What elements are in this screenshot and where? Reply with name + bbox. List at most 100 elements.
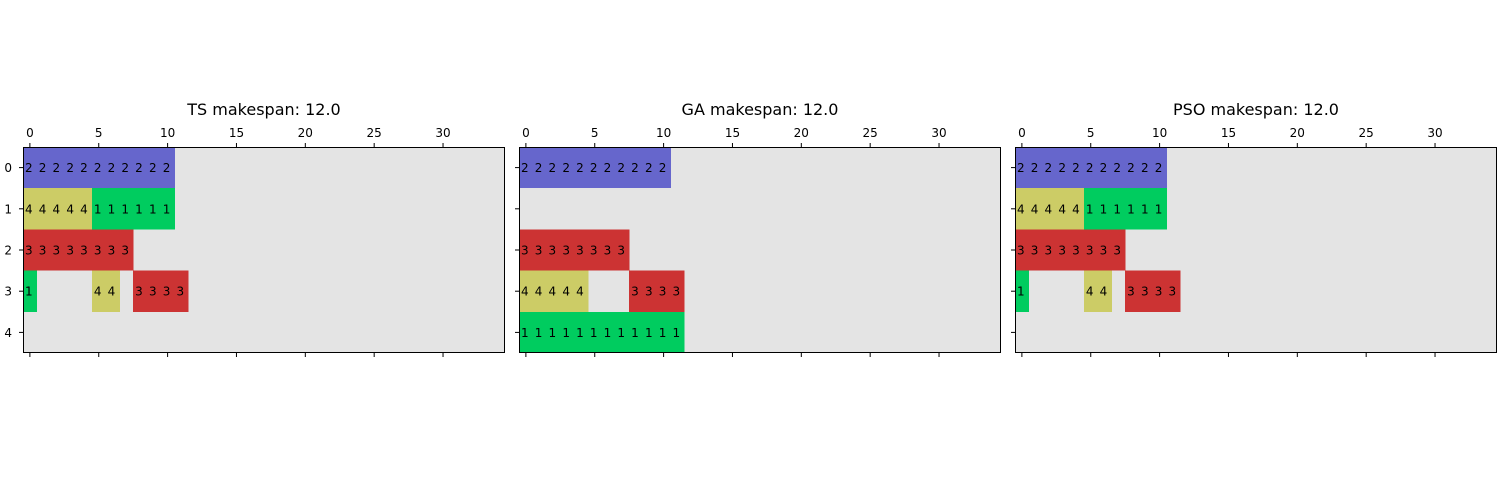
task-label: 3 [80,244,88,258]
task-cell [1111,147,1126,189]
gantt-panel-2: 2 2 2 2 2 2 2 2 2 2 23 3 3 3 3 3 3 34 4 4 4 4 3 3 3 31 1 1 1 1 1 1 1 1 1 1 1… [515,100,1001,357]
task-label: 4 [39,202,47,216]
x-tick-label: 25 [367,126,382,140]
task-cell [23,270,38,312]
task-cell [1166,270,1181,312]
task-cell [1138,270,1154,312]
task-cell [587,147,603,189]
task-label: 3 [659,285,667,299]
task-cell [615,311,630,353]
task-label: 4 [576,285,584,299]
task-cell [91,147,107,189]
task-cell [160,188,175,230]
task-cell [1042,188,1057,230]
task-label: 1 [1141,202,1149,216]
task-label: 2 [1031,161,1039,175]
task-label: 3 [149,285,157,299]
task-label: 3 [576,244,584,258]
task-cell [615,229,630,271]
task-cell [1070,188,1085,230]
task-cell [1125,147,1140,189]
task-cell [1042,147,1057,189]
task-cell [1015,270,1030,312]
x-tick-label: 5 [1087,126,1095,140]
x-tick-label: 30 [435,126,450,140]
task-label: 2 [1113,161,1121,175]
task-label: 2 [576,161,584,175]
task-cell [574,270,589,312]
task-label: 1 [108,202,116,216]
task-cell [560,147,575,189]
task-label: 2 [617,161,625,175]
task-cell [519,229,534,271]
task-label: 2 [25,161,33,175]
task-label: 4 [521,285,529,299]
task-cell [560,311,575,353]
x-tick-label: 25 [1359,126,1374,140]
task-cell [601,147,616,189]
task-label: 3 [1086,244,1094,258]
task-cell [1097,147,1112,189]
task-cell [64,147,79,189]
task-label: 2 [645,161,653,175]
task-cell [546,270,561,312]
task-cell [1015,188,1030,230]
task-cell [560,270,575,312]
task-label: 3 [39,244,47,258]
task-label: 3 [1058,244,1066,258]
task-label: 3 [25,244,33,258]
task-cell [1152,270,1167,312]
task-cell [1138,147,1154,189]
task-cell [1138,188,1154,230]
task-label: 1 [1017,285,1025,299]
plot-frame [519,147,1001,353]
task-label: 4 [66,202,74,216]
x-tick-label: 30 [1427,126,1442,140]
task-cell [1083,229,1099,271]
task-label: 2 [121,161,129,175]
task-label: 1 [521,326,529,340]
task-cell [629,147,644,189]
task-cell [642,311,658,353]
task-label: 1 [590,326,598,340]
task-label: 1 [562,326,570,340]
task-cell [574,147,589,189]
task-label: 3 [590,244,598,258]
task-label: 2 [1045,161,1053,175]
x-tick-label: 15 [229,126,244,140]
task-label: 3 [108,244,116,258]
y-tick-label: 1 [4,202,12,216]
task-cell [1083,270,1099,312]
x-tick-label: 30 [931,126,946,140]
task-label: 4 [1072,202,1080,216]
task-label: 4 [1045,202,1053,216]
task-label: 4 [94,285,102,299]
x-tick-label: 5 [95,126,103,140]
task-cell [64,188,79,230]
task-cell [119,188,134,230]
task-cell [532,229,547,271]
task-label: 2 [562,161,570,175]
chart-title: TS makespan: 12.0 [186,100,340,119]
task-label: 3 [645,285,653,299]
task-cell [36,229,51,271]
task-cell [1056,188,1071,230]
y-tick-label: 4 [4,326,12,340]
x-tick-label: 20 [1290,126,1305,140]
task-cell [119,229,134,271]
task-cell [574,229,589,271]
task-cell [146,188,162,230]
task-cell [78,188,93,230]
task-label: 4 [549,285,557,299]
task-label: 2 [66,161,74,175]
task-label: 2 [1058,161,1066,175]
task-cell [1097,229,1112,271]
task-label: 2 [1155,161,1163,175]
task-label: 3 [617,244,625,258]
plot-frame [23,147,505,353]
task-label: 4 [535,285,543,299]
task-label: 3 [121,244,129,258]
task-label: 1 [631,326,639,340]
task-label: 4 [1031,202,1039,216]
task-cell [23,188,38,230]
